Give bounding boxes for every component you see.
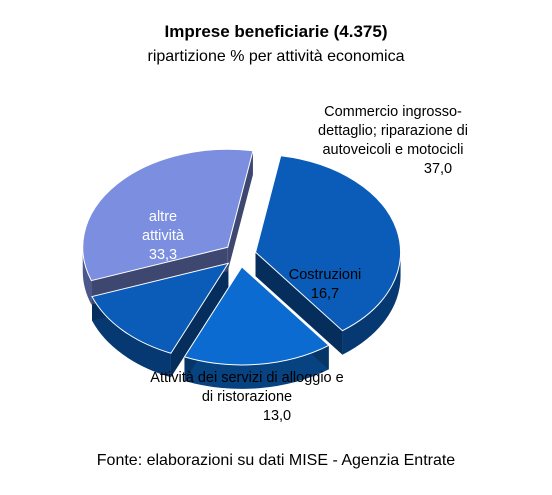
slice-label-alloggio-line-1: Attività dei servizi di alloggio e — [150, 370, 344, 386]
slice-value-costruzioni: 16,7 — [310, 286, 340, 302]
slice-label-costruzioni: Costruzioni 16,7 — [270, 266, 380, 304]
slice-value-commercio: 37,0 — [423, 161, 453, 177]
slice-label-alloggio: Attività dei servizi di alloggio e di ri… — [112, 369, 382, 426]
pie-slice-costruzioni — [183, 266, 330, 366]
pie-slice-commercio — [255, 155, 402, 332]
pie-slice-alloggio — [91, 262, 230, 354]
slice-value-altre: 33,3 — [148, 247, 178, 263]
slice-label-commercio-line-2: dettaglio; riparazione di — [318, 123, 468, 139]
slice-label-altre-line-2: attività — [142, 228, 184, 244]
slice-label-commercio-line-3: autoveicoli e motocicli — [322, 142, 464, 158]
slice-label-alloggio-line-2: di ristorazione — [201, 389, 293, 405]
chart-subtitle: ripartizione % per attività economica — [147, 48, 405, 65]
slice-label-altre-line-1: altre — [148, 209, 178, 225]
slice-label-costruzioni-line-1: Costruzioni — [288, 267, 362, 283]
chart-source: Fonte: elaborazioni su dati MISE - Agenz… — [96, 452, 456, 469]
slice-label-altre: altre attività 33,3 — [118, 208, 208, 265]
slice-label-commercio: Commercio ingrosso- dettaglio; riparazio… — [268, 103, 518, 179]
chart-title: Imprese beneficiarie (4.375) — [164, 22, 388, 41]
slice-value-alloggio: 13,0 — [262, 408, 292, 424]
pie-slice-altre — [82, 148, 254, 282]
slice-label-commercio-line-1: Commercio ingrosso- — [324, 104, 462, 120]
